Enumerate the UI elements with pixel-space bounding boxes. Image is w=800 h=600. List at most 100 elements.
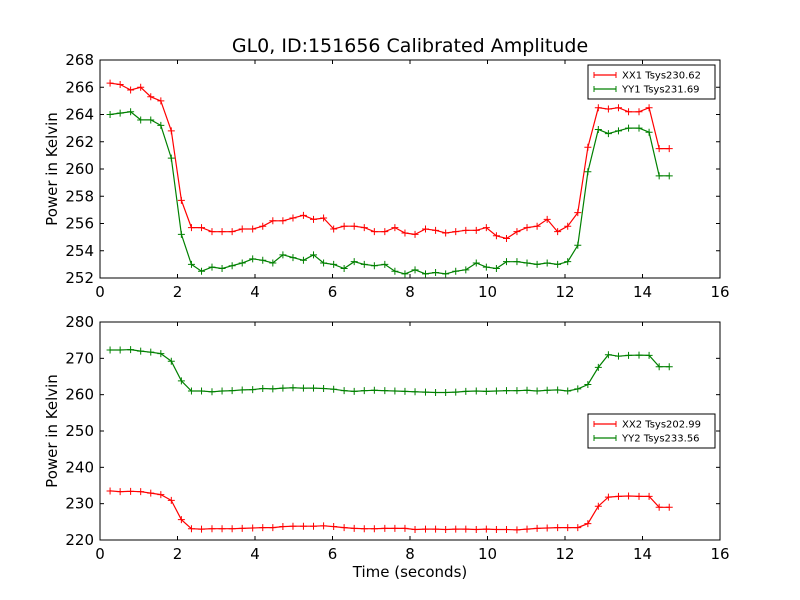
plot-bottom-series-1-point [147, 348, 155, 356]
plot-top-series-0-point [462, 226, 470, 234]
plot-top-series-1-point [462, 266, 470, 274]
plot-top-legend-label-0: XX1 Tsys230.62 [622, 71, 701, 82]
plot-top-series-1-point [208, 263, 216, 271]
plot-top-series-1-point [614, 127, 622, 135]
plot-bottom-legend-marker-1 [593, 435, 617, 441]
plot-bottom-series-1-point [157, 350, 165, 358]
plot-top-series-0-point [187, 224, 195, 232]
plot-bottom-ytick-label: 280 [65, 313, 94, 331]
plot-bottom-series-1-point [360, 387, 368, 395]
plot-top-series-0-point [442, 229, 450, 237]
plot-bottom: 0 2 4 6 8 10 12 14 16 220 230 240 250 260 270 280 Power … [43, 313, 730, 581]
plot-bottom-series-0-point [340, 524, 348, 532]
plot-bottom-series-0-point [370, 525, 378, 533]
plot-bottom-series-1-point [401, 387, 409, 395]
plot-top-series-1-point [228, 262, 236, 270]
plot-bottom-series-1-point [198, 387, 206, 395]
plot-bottom-series-1-point [187, 387, 195, 395]
plot-bottom-series-1-point [259, 384, 267, 392]
plot-top-series-1-point [401, 270, 409, 278]
plot-top-ytick-label: 260 [65, 160, 94, 178]
plot-bottom-series-0-point [543, 524, 551, 532]
plot-top-series-1-point [330, 260, 338, 268]
plot-bottom-series-0-point [665, 503, 673, 511]
plot-bottom-series-0-point [127, 487, 135, 495]
plot-top-series-0-point [655, 145, 663, 153]
plot-top-xtick-label: 14 [633, 283, 652, 301]
plot-bottom-series-1-point [665, 363, 673, 371]
plot-bottom-xtick-label: 10 [478, 545, 497, 563]
plot-bottom-series-0-point [106, 487, 114, 495]
plot-bottom-series-0-point [157, 491, 165, 499]
plot-bottom-series-0-point [289, 522, 297, 530]
plot-top-ylabel: Power in Kelvin [43, 112, 61, 226]
plot-bottom-series-0-point [513, 526, 521, 534]
plot-bottom-xtick-label: 8 [405, 545, 415, 563]
plot-bottom-series-1-point [116, 346, 124, 354]
plot-top-series-1-point [655, 172, 663, 180]
plot-bottom-series-1-point [625, 351, 633, 359]
plot-top-series-1-point [543, 259, 551, 267]
plot-top-series-1-point [259, 256, 267, 264]
plot-top-series-0-point [594, 104, 602, 112]
plot-bottom-series-0-point [249, 524, 257, 532]
plot-top-series-0-point [574, 209, 582, 217]
plot-top-legend-marker-1 [593, 86, 617, 92]
plot-top-series-0-point [502, 234, 510, 242]
plot-top-series-line-0 [110, 82, 670, 240]
plot-top-legend: XX1 Tsys230.62 YY1 Tsys231.69 [587, 64, 716, 100]
plot-bottom-series-0-point [554, 524, 562, 532]
plot-top-series-1-point [432, 269, 440, 277]
plot-bottom-series-1-point [370, 386, 378, 394]
plot-top-series-0-point [472, 226, 480, 234]
plot-top-xtick-label: 8 [405, 283, 415, 301]
plot-top-series-1-point [645, 128, 653, 136]
plot-bottom-series-1-point [228, 387, 236, 395]
plot-top-xtick-label: 16 [710, 283, 729, 301]
plot-top-series-1-point [594, 125, 602, 133]
plot-bottom-series-0-point [432, 525, 440, 533]
plot-bottom-series-1-point [310, 384, 318, 392]
plot-top-series-0-point [218, 228, 226, 236]
plot-top-series-1-point [422, 270, 429, 278]
plot-top-series-1-point [381, 260, 389, 268]
plot-bottom-series-0-point [147, 489, 155, 497]
plot-top-series-1-point [269, 259, 277, 267]
plot-bottom-series-0-point [279, 523, 287, 531]
plot-top-xtick-label: 0 [95, 283, 105, 301]
plot-top-series-0-point [289, 214, 297, 222]
plot-bottom-xtick-label: 0 [95, 545, 105, 563]
plot-bottom-series-0-point [625, 492, 633, 500]
plot-top-series-0-point [360, 224, 368, 232]
plot-bottom-series-0-point [492, 525, 500, 533]
plot-top-series-1-point [492, 264, 500, 272]
plot-top-xtick-label: 6 [328, 283, 338, 301]
plot-top-legend-label-1: YY1 Tsys231.69 [621, 85, 700, 96]
plot-top-series-1-point [279, 251, 287, 259]
plot-top-series-0-point [635, 108, 643, 116]
plot-bottom-series-0-point [533, 524, 541, 532]
plot-top-frame [99, 59, 721, 279]
plot-bottom-series-1-point [502, 387, 510, 395]
plot-bottom-series-0-point [187, 525, 195, 533]
plot-bottom-series-1-point [330, 385, 338, 393]
plot-top-ytick-label: 256 [65, 215, 94, 233]
plot-bottom-series-0-point [614, 492, 622, 500]
plot-top-series-0-point [422, 225, 429, 233]
plot-top-series-1-point [157, 121, 165, 129]
plot-top-series-line-1 [110, 111, 670, 275]
chart-title: GL0, ID:151656 Calibrated Amplitude [232, 35, 588, 57]
plot-top-series-1-point [177, 230, 185, 238]
plot-bottom-series-1-point [177, 377, 185, 385]
plot-bottom-series-1-point [594, 363, 602, 371]
plot-top-series-0-point [167, 127, 175, 135]
plot-bottom-series-0-point [502, 525, 510, 533]
plot-bottom-xtick-label: 2 [173, 545, 183, 563]
plot-bottom-series-0-point [574, 524, 582, 532]
plot-bottom-series-1-point [533, 387, 541, 395]
plot-bottom-series-0-point [350, 524, 358, 532]
plot-top-series-1-point [106, 111, 114, 118]
plot-top-series-1-point [564, 258, 572, 266]
plot-bottom-series-1-point [655, 363, 663, 371]
